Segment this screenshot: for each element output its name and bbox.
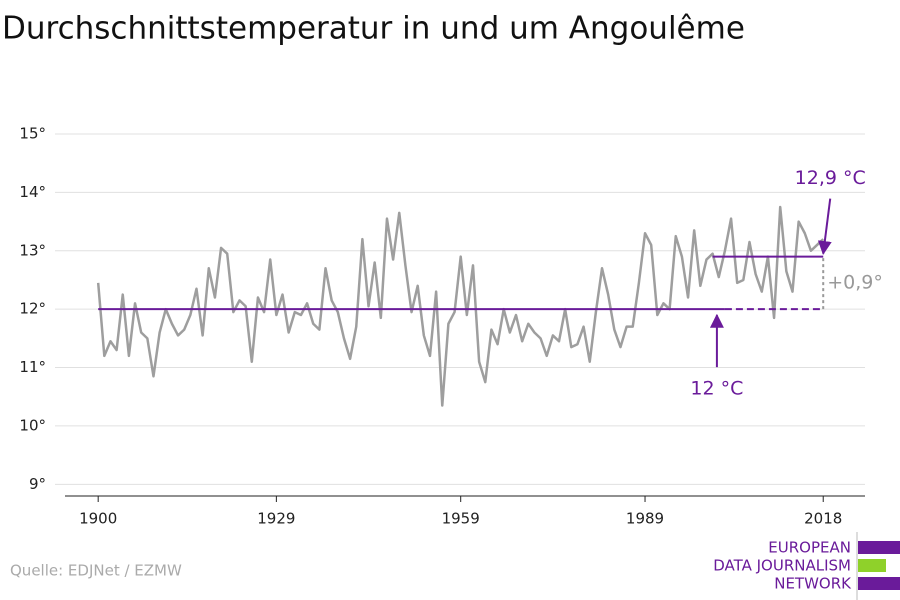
y-tick-label: 15°	[19, 125, 46, 143]
logo-text: NETWORK	[774, 575, 852, 593]
x-tick-label: 1900	[79, 510, 117, 528]
annotation-label: 12 °C	[690, 378, 743, 400]
y-tick-label: 12°	[19, 300, 46, 318]
y-tick-label: 11°	[19, 358, 46, 376]
source: Quelle: EDJNet / EZMW	[10, 562, 182, 580]
y-tick-label: 13°	[19, 241, 46, 259]
chart-title: Durchschnittstemperatur in und um Angoul…	[2, 11, 745, 47]
annotation-arrow	[817, 198, 832, 256]
x-tick-label: 2018	[804, 510, 842, 528]
logo-text: DATA JOURNALISM	[713, 557, 851, 575]
logo-bar	[858, 577, 900, 590]
y-tick-label: 14°	[19, 183, 46, 201]
logo-text: EUROPEAN	[768, 539, 851, 557]
logo-bar	[858, 559, 886, 572]
y-tick-label: 9°	[29, 475, 46, 493]
x-tick-label: 1959	[442, 510, 480, 528]
difference-label: +0,9°	[827, 271, 883, 293]
line	[96, 205, 825, 407]
x-tick-label: 1989	[626, 510, 664, 528]
annotation-label: 12,9 °C	[795, 167, 866, 189]
x-tick-label: 1929	[257, 510, 295, 528]
logo-bar	[858, 541, 900, 554]
y-tick-label: 10°	[19, 416, 46, 434]
